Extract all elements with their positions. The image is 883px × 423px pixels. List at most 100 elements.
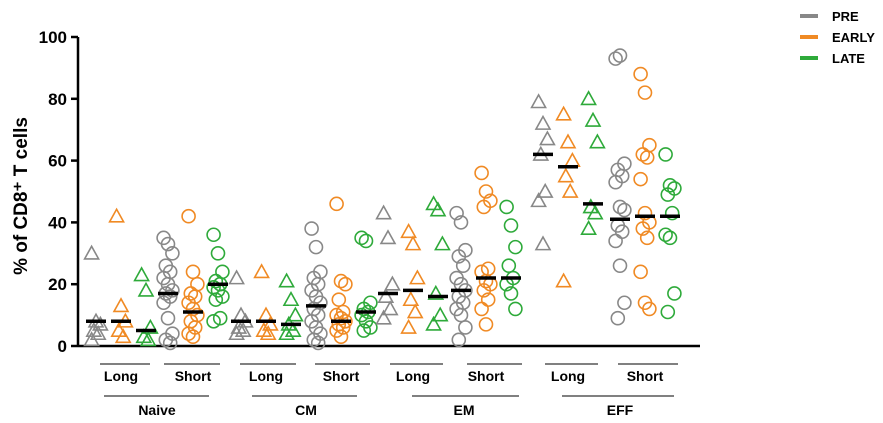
circle-point [308, 239, 324, 255]
circle-point [660, 304, 676, 320]
triangle-point [114, 328, 132, 344]
triangle-point [584, 111, 602, 127]
circle-point [664, 205, 680, 221]
group-label: Naive [138, 402, 176, 418]
y-tick-label: 60 [48, 152, 67, 171]
triangle-point [228, 269, 245, 285]
circle-point [503, 286, 519, 301]
median-lines [86, 152, 680, 333]
circle-point [160, 310, 176, 326]
triangle-point [427, 284, 445, 300]
triangle-point [139, 331, 157, 347]
circle-point [478, 317, 494, 332]
triangle-point [112, 297, 130, 313]
triangle-point [377, 287, 395, 303]
circle-point [667, 286, 682, 301]
subgroup-label: Long [551, 368, 585, 384]
circle-point [162, 335, 178, 351]
circle-point [333, 273, 349, 289]
triangle-point [400, 223, 417, 239]
triangle-point [530, 192, 547, 208]
circle-point [310, 335, 326, 351]
circle-point [185, 329, 201, 345]
y-tick-label: 40 [48, 213, 67, 232]
triangle-point [375, 204, 392, 220]
circle-point [612, 258, 628, 273]
triangle-point [278, 324, 295, 341]
triangle-point [564, 151, 581, 167]
subgroup-label: Long [104, 368, 138, 384]
circle-point [635, 147, 651, 162]
circle-point [453, 307, 469, 323]
triangle-point [287, 306, 304, 322]
circle-point [474, 301, 489, 317]
circle-point [660, 187, 676, 202]
subgroup-label: Short [323, 368, 360, 384]
triangle-point [234, 321, 252, 337]
legend-label: EARLY [832, 30, 875, 45]
circle-point [206, 227, 221, 243]
circle-point [304, 221, 319, 236]
circle-point [181, 326, 196, 341]
triangle-point [83, 244, 100, 260]
circle-point [617, 295, 632, 311]
circle-point [608, 233, 623, 249]
circle-point [617, 202, 632, 218]
circle-point [508, 301, 523, 317]
circle-point [662, 178, 678, 193]
circle-point [501, 258, 517, 273]
triangle-point [555, 105, 572, 121]
circle-point [642, 301, 657, 317]
circle-point [185, 264, 201, 280]
circle-point [610, 310, 626, 326]
circle-point [637, 85, 653, 100]
legend: PRE EARLY LATE [800, 9, 875, 66]
subgroup-label: Short [627, 368, 664, 384]
triangle-point [530, 93, 547, 109]
circle-point [338, 276, 353, 292]
circle-point [190, 276, 205, 292]
circle-point [478, 273, 494, 289]
circle-point [329, 196, 344, 212]
circle-point [458, 320, 473, 335]
triangle-point [142, 318, 159, 334]
triangle-point [429, 201, 447, 217]
circle-point [658, 147, 673, 162]
triangle-point [555, 272, 572, 288]
triangle-point [434, 235, 451, 251]
y-axis-title: % of CD8⁺ T cells [11, 117, 32, 275]
circle-point [449, 205, 464, 221]
triangle-point [534, 114, 552, 130]
legend-label: LATE [832, 51, 865, 66]
triangle-point [381, 300, 399, 316]
group-label: CM [295, 402, 317, 418]
circle-point [474, 165, 489, 181]
group-label: EFF [607, 402, 634, 418]
group-label: EM [454, 402, 475, 418]
x-axis-labels: Long Short Long Short Long Short Long Short Naiv… [100, 363, 678, 418]
circle-point [499, 199, 514, 215]
circle-point [208, 292, 224, 307]
circle-point [212, 310, 228, 326]
circle-point [183, 286, 199, 301]
triangle-point [83, 331, 100, 347]
triangle-point [536, 182, 554, 198]
triangle-point [133, 266, 150, 282]
triangle-point [400, 318, 417, 334]
circle-point [354, 230, 369, 246]
triangle-point [284, 321, 302, 337]
circle-point [612, 199, 628, 215]
triangle-point [431, 306, 449, 322]
triangle-point [108, 207, 125, 223]
y-tick-label: 80 [48, 90, 67, 109]
circle-point [642, 137, 657, 153]
triangle-point [228, 324, 245, 341]
circle-point [635, 221, 651, 236]
subgroup-label: Short [468, 368, 505, 384]
circle-point [363, 320, 378, 335]
circle-point [306, 332, 322, 348]
circle-point [662, 230, 678, 246]
circle-point [451, 332, 467, 348]
circle-point [508, 239, 523, 255]
